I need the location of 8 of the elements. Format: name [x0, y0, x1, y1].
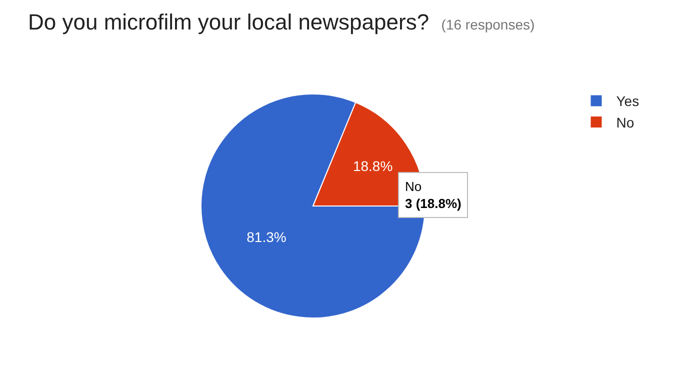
text: 3 (18.8%) — [405, 196, 462, 211]
chart-title: Do you microfilm your local newspapers? — [28, 9, 430, 34]
data-label: 18.8% — [352, 158, 393, 174]
data-label: 81.3% — [246, 229, 286, 246]
legend-label: No — [616, 114, 634, 130]
legend-label: Yes — [616, 93, 640, 110]
chart-subtitle: (16 responses) — [441, 16, 535, 32]
text: No — [405, 179, 422, 194]
